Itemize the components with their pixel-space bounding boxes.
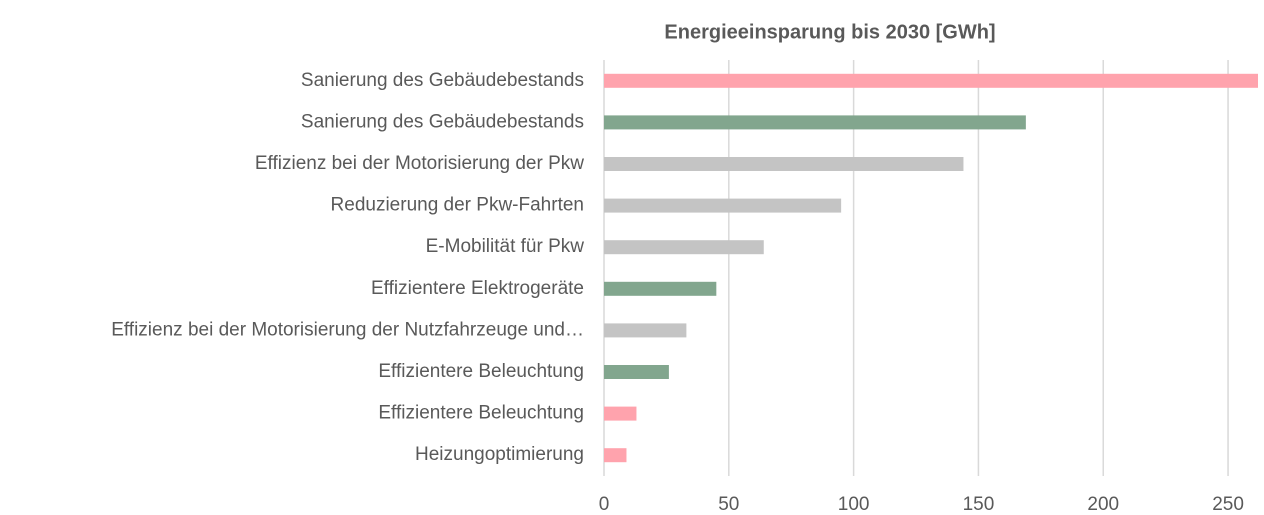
bar bbox=[604, 323, 687, 338]
x-tick-label: 100 bbox=[838, 494, 870, 515]
bar bbox=[604, 115, 1026, 130]
x-tick-label: 0 bbox=[599, 494, 610, 515]
x-tick-label: 50 bbox=[718, 494, 739, 515]
bar bbox=[604, 73, 1258, 88]
y-tick-label: Sanierung des Gebäudebestands bbox=[301, 70, 584, 91]
y-tick-label: Heizungoptimierung bbox=[415, 444, 584, 465]
chart-title: Energieeinsparung bis 2030 [GWh] bbox=[664, 21, 995, 43]
bar bbox=[604, 365, 669, 379]
y-tick-label: Effizienz bei der Motorisierung der Nutz… bbox=[111, 319, 584, 340]
y-tick-label: Effizientere Beleuchtung bbox=[378, 403, 584, 424]
bar bbox=[604, 198, 842, 213]
bar bbox=[604, 240, 764, 255]
y-tick-label: Effizienz bei der Motorisierung der Pkw bbox=[255, 153, 584, 174]
y-tick-label: Sanierung des Gebäudebestands bbox=[301, 111, 584, 132]
bar bbox=[604, 157, 964, 171]
y-tick-label: Effizientere Elektrogeräte bbox=[371, 278, 584, 299]
x-tick-label: 250 bbox=[1212, 494, 1244, 515]
y-tick-label: E-Mobilität für Pkw bbox=[426, 236, 585, 257]
x-tick-label: 150 bbox=[963, 494, 995, 515]
bar bbox=[604, 448, 627, 463]
x-tick-label: 200 bbox=[1087, 494, 1119, 515]
bar bbox=[604, 281, 717, 296]
y-tick-label: Effizientere Beleuchtung bbox=[378, 361, 584, 382]
bar bbox=[604, 406, 637, 421]
y-tick-label: Reduzierung der Pkw-Fahrten bbox=[331, 195, 584, 216]
